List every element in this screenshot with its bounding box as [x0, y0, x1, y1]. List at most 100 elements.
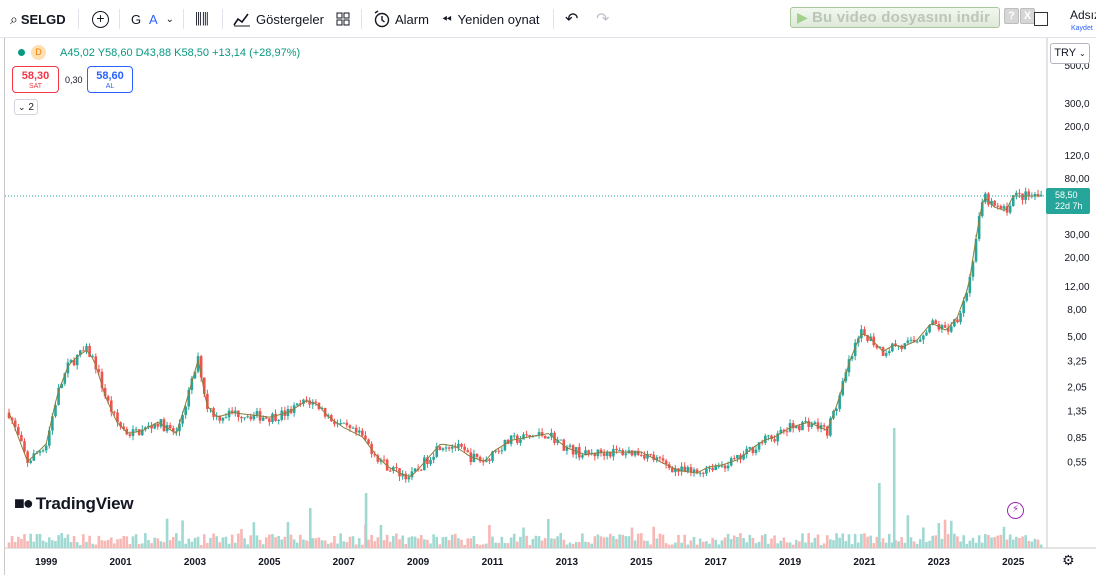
- volume-bar: [54, 541, 57, 548]
- candlestick-icon: ⫼⫼: [195, 10, 209, 28]
- lightning-icon[interactable]: ⚡︎: [1007, 502, 1024, 519]
- candle-body: [395, 467, 398, 469]
- alarm-button[interactable]: Alarm: [373, 0, 429, 38]
- symbol-search[interactable]: ⌕ SELGD: [10, 0, 66, 38]
- gear-icon[interactable]: ⚙: [1062, 552, 1075, 568]
- candle-body: [918, 339, 922, 342]
- volume-bar: [243, 538, 246, 548]
- volume-bar: [739, 533, 742, 548]
- volume-bar: [252, 522, 256, 548]
- candle-body: [463, 446, 466, 451]
- undo-button[interactable]: ↶: [565, 0, 578, 38]
- volume-bar: [299, 534, 302, 548]
- chevron-down-icon: ⌄: [18, 102, 26, 112]
- redo-button[interactable]: ↷: [596, 0, 609, 38]
- volume-bar: [277, 535, 280, 548]
- candle-body: [243, 417, 246, 419]
- volume-bar: [1018, 537, 1021, 548]
- layouts-button[interactable]: [336, 0, 350, 38]
- user-name[interactable]: Adsız: [1070, 8, 1096, 22]
- candle-body: [835, 408, 838, 412]
- volume-bar: [264, 537, 268, 548]
- candle-body: [178, 423, 181, 432]
- volume-bar: [599, 536, 603, 548]
- candle-body: [1005, 206, 1009, 213]
- collapse-indicators-button[interactable]: ⌄ 2: [14, 99, 38, 115]
- sell-button[interactable]: 58,30 SAT: [12, 66, 59, 93]
- candle-body: [454, 446, 457, 448]
- candle-body: [221, 418, 225, 421]
- currency-dropdown[interactable]: TRY ⌄: [1050, 43, 1090, 64]
- candle-body: [692, 469, 696, 473]
- candle-body: [956, 319, 959, 323]
- indicators-button[interactable]: Göstergeler: [233, 0, 324, 38]
- toolbar-divider: [119, 9, 120, 29]
- toolbar-divider: [222, 9, 223, 29]
- volume-bar: [962, 535, 965, 548]
- candle-body: [435, 446, 439, 457]
- candle-body: [785, 431, 789, 433]
- chart-style-dropdown[interactable]: A ⌄: [149, 0, 174, 38]
- volume-bar: [494, 542, 497, 548]
- moving-average-layer: [8, 195, 1042, 477]
- candle-body: [763, 435, 767, 443]
- replay-button[interactable]: ⏪︎ Yeniden oynat: [442, 0, 540, 38]
- candle-body: [308, 400, 311, 405]
- tradingview-logo[interactable]: ■● TradingView: [14, 493, 134, 514]
- video-download-button[interactable]: ▶ Bu video dosyasını indir: [790, 7, 1000, 28]
- interval-button[interactable]: G: [131, 0, 141, 38]
- volume-bar: [528, 544, 532, 548]
- volume-bar: [258, 539, 262, 548]
- volume-bar: [763, 533, 767, 548]
- close-button[interactable]: X: [1020, 8, 1035, 24]
- volume-bar: [51, 540, 54, 548]
- volume-bar: [171, 537, 175, 548]
- candle-body: [364, 435, 367, 440]
- volume-bar: [993, 536, 996, 548]
- candle-body: [150, 425, 153, 429]
- volume-bar: [23, 534, 26, 548]
- save-link[interactable]: Kaydet: [1071, 25, 1093, 32]
- buy-button[interactable]: 58,60 AL: [87, 66, 133, 93]
- volume-bar: [593, 536, 597, 548]
- volume-bar: [1036, 539, 1040, 548]
- candle-body: [187, 389, 191, 407]
- candle-body: [909, 339, 913, 341]
- checkbox[interactable]: [1034, 12, 1048, 26]
- compare-symbol-button[interactable]: +: [92, 0, 109, 38]
- volume-bar: [16, 536, 20, 548]
- volume-bar: [512, 533, 516, 548]
- chevron-down-icon: ⌄: [1078, 49, 1086, 58]
- volume-bar: [221, 537, 225, 548]
- candle-body: [91, 356, 94, 358]
- volume-bar: [376, 537, 380, 548]
- live-status-icon: [18, 49, 25, 56]
- candle-body: [847, 359, 851, 373]
- volume-bar: [984, 533, 987, 548]
- candle-body: [925, 332, 928, 336]
- candle-body: [1021, 193, 1024, 200]
- candle-body: [398, 468, 401, 477]
- volume-bar: [100, 540, 104, 548]
- volume-bar: [373, 541, 377, 548]
- candle-body: [866, 335, 869, 341]
- time-axis-label: 2001: [109, 557, 132, 568]
- volume-bar: [354, 544, 358, 548]
- candle-body: [782, 429, 786, 432]
- candle-body: [804, 420, 807, 422]
- help-button[interactable]: ?: [1004, 8, 1019, 24]
- volume-bar: [404, 543, 408, 548]
- candle-body: [1002, 206, 1006, 209]
- candle-body: [193, 371, 197, 379]
- volume-bar: [1002, 526, 1006, 548]
- candle-body: [581, 455, 584, 458]
- price-chart[interactable]: 500,0 300,0 200,0 120,0 80,00 30,00 20,00 12,00…: [5, 38, 1096, 575]
- candle-body: [853, 342, 857, 357]
- volume-bar: [240, 529, 243, 548]
- help-label: ?: [1008, 10, 1015, 22]
- candle-type-button[interactable]: ⫼⫼: [195, 0, 209, 38]
- plus-circle-icon: +: [92, 10, 109, 28]
- candle-body: [649, 453, 652, 455]
- volume-bar: [116, 539, 119, 548]
- chart-area[interactable]: 500,0 300,0 200,0 120,0 80,00 30,00 20,00 12,00…: [4, 38, 1096, 575]
